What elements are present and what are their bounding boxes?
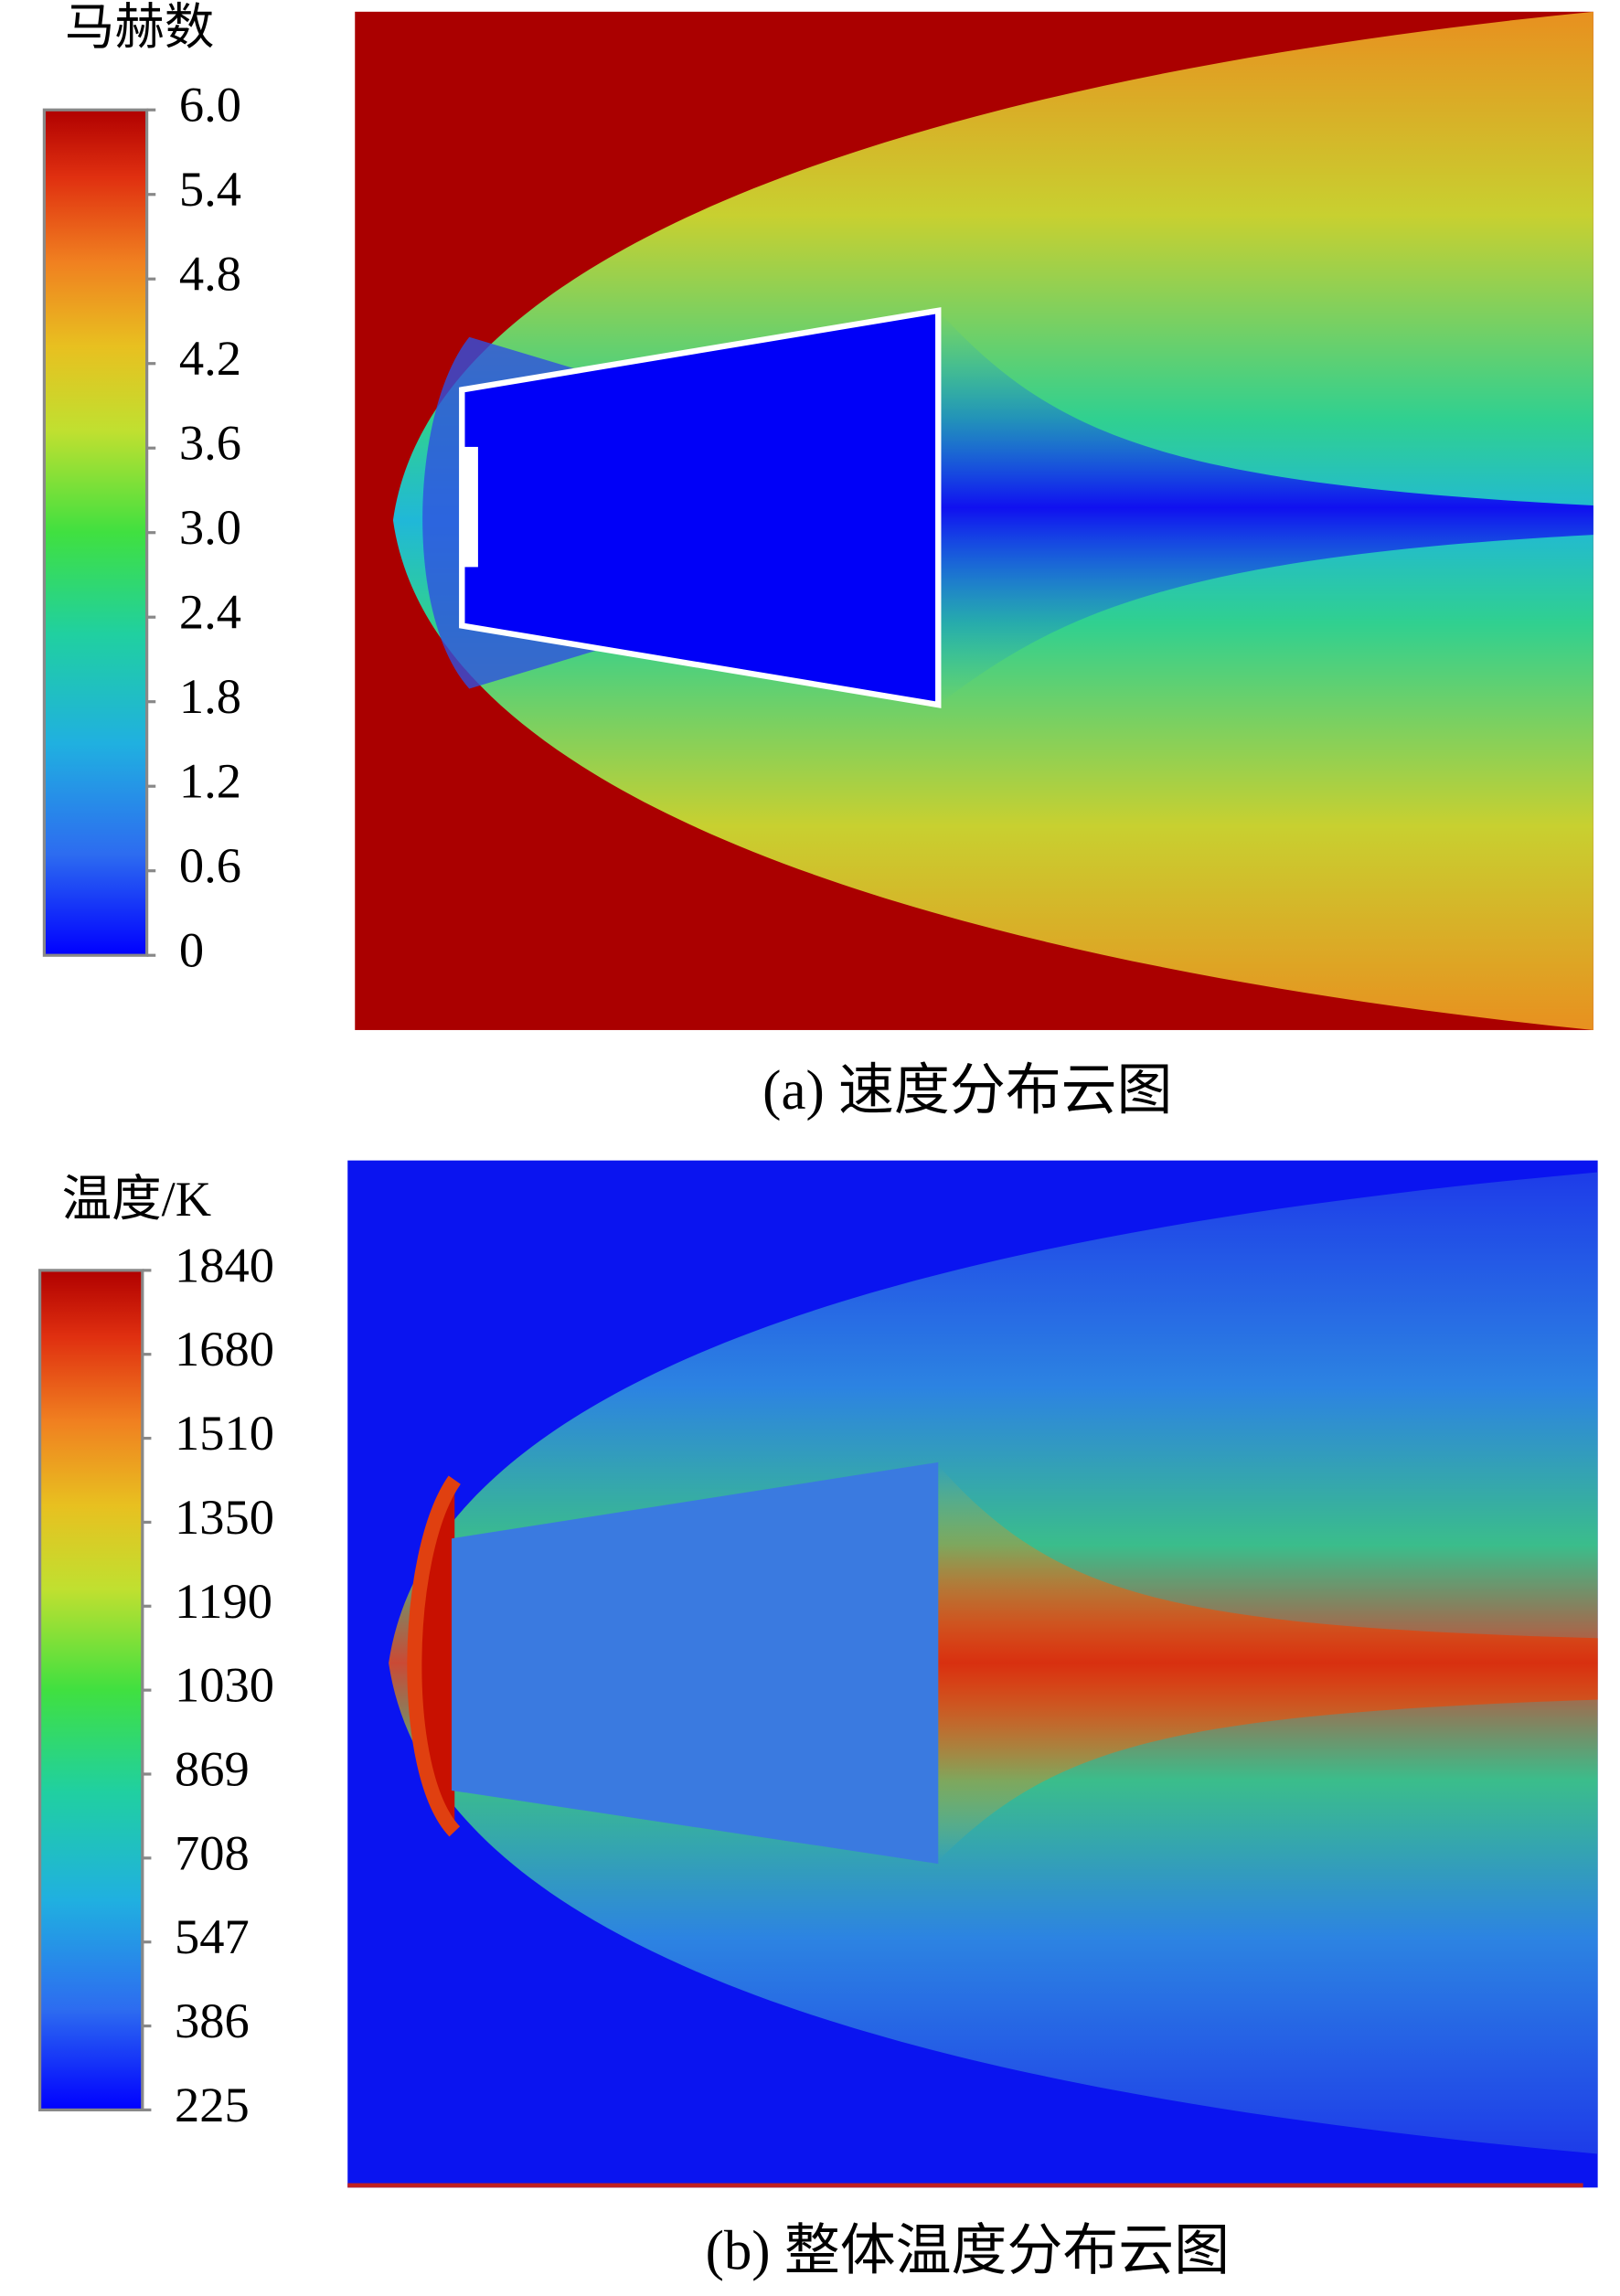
colorbar-tick-label: 6.0	[179, 77, 241, 133]
colorbar-tick-label: 4.2	[179, 330, 241, 386]
colorbar-tick-label: 869	[175, 1740, 250, 1796]
caption: (a) 速度分布云图	[762, 1060, 1172, 1121]
colorbar-tick-label: 3.0	[179, 499, 241, 555]
caption: (b) 整体温度分布云图	[706, 2221, 1230, 2282]
colorbar-tick-label: 547	[175, 1908, 250, 1964]
colorbar-tick-label: 1680	[175, 1321, 274, 1377]
colorbar-tick-label: 0.6	[179, 837, 241, 893]
panel: 温度/K 1840 1680 1510 1350 1190 1030 869 708 547 386…	[37, 1171, 1230, 2282]
mach-contour	[355, 11, 1593, 1030]
colorbar-tick-label: 225	[175, 2077, 250, 2132]
colorbar-tick-label: 708	[175, 1824, 250, 1880]
colorbar	[37, 1269, 144, 2112]
colorbar-tick-label: 2.4	[179, 584, 241, 640]
colorbar-tick-label: 1350	[175, 1489, 274, 1545]
colorbar-tick-label: 0	[179, 922, 204, 978]
colorbar-tick-label: 1190	[175, 1573, 272, 1629]
colorbar-tick-label: 386	[175, 1993, 250, 2048]
colorbar-tick-label: 1840	[175, 1237, 274, 1292]
colorbar-title: 温度/K	[62, 1171, 212, 1227]
colorbar-tick-label: 3.6	[179, 415, 241, 471]
colorbar-tick-label: 1.8	[179, 668, 241, 724]
colorbar-tick-label: 5.4	[179, 161, 241, 217]
colorbar-tick-label: 1.2	[179, 753, 241, 809]
colorbar-tick-label: 4.8	[179, 246, 241, 302]
colorbar-tick-label: 1030	[175, 1657, 274, 1713]
colorbar	[42, 108, 149, 957]
colorbar-tick-label: 1510	[175, 1405, 274, 1461]
panel: 马赫数 6.0 5.4 4.8 4.2 3.6 3.0 2.4 1.8 1.2 0.6 0 (a) 速度…	[42, 0, 1172, 1121]
temperature-contour	[347, 1160, 1598, 2188]
colorbar-title: 马赫数	[65, 0, 215, 55]
